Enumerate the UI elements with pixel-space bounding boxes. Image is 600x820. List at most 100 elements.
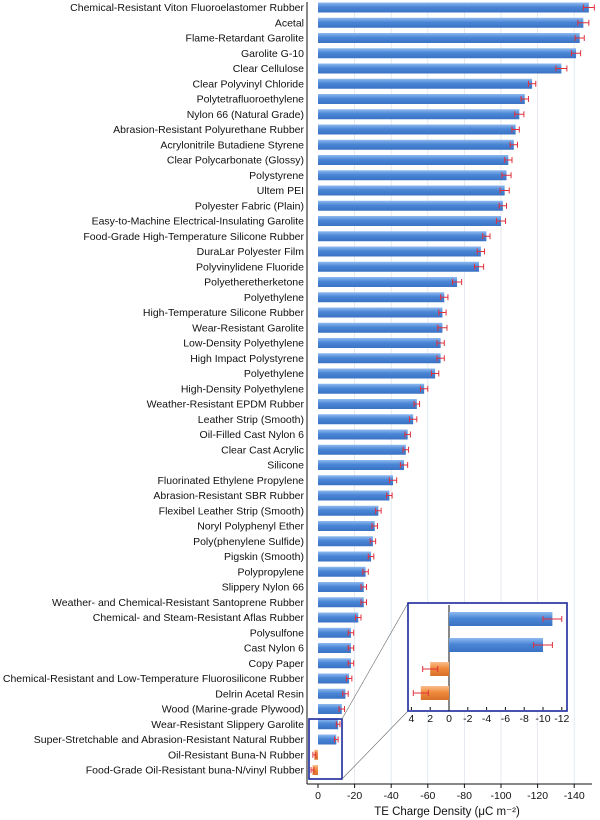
bar — [318, 444, 406, 455]
category-label: Copy Paper — [249, 658, 305, 670]
category-label: Food-Grade High-Temperature Silicone Rub… — [83, 231, 304, 243]
category-label: Oil-Filled Cast Nylon 6 — [200, 429, 305, 441]
category-label: Abrasion-Resistant SBR Rubber — [153, 490, 304, 502]
x-tick-label: -100 — [490, 790, 511, 802]
bar — [318, 704, 342, 714]
category-label: Polyester Fabric (Plain) — [195, 200, 304, 212]
category-label: Polyethylene — [244, 292, 304, 304]
bar — [318, 490, 390, 501]
bar — [318, 17, 584, 28]
bar — [318, 231, 487, 242]
bar — [318, 414, 414, 425]
bar — [318, 277, 458, 287]
category-label: Polytetrafluoroethylene — [197, 94, 305, 106]
x-tick-label: -80 — [457, 790, 472, 802]
inset-bar — [449, 612, 553, 626]
bar — [318, 688, 346, 699]
category-label: Garolite G-10 — [241, 48, 304, 60]
bar — [318, 33, 580, 43]
category-label: Polysulfone — [250, 627, 304, 639]
category-label: Wear-Resistant Garolite — [192, 322, 304, 334]
category-label: Wood (Marine-grade Plywood) — [162, 704, 304, 716]
category-label: Clear Cellulose — [233, 63, 304, 75]
bar — [318, 185, 505, 196]
bar — [318, 429, 408, 440]
category-label: Nylon 66 (Natural Grade) — [187, 109, 304, 121]
bar — [318, 612, 359, 623]
bar — [318, 94, 525, 104]
inset-x-tick-label: -2 — [463, 713, 472, 725]
category-label: Pigskin (Smooth) — [224, 551, 304, 563]
bar — [318, 2, 589, 13]
category-label: Food-Grade Oil-Resistant buna-N/vinyl Ru… — [86, 765, 305, 777]
category-label: Silicone — [267, 460, 304, 472]
category-label: Acetal — [275, 17, 304, 29]
category-label: Polyetheretherketone — [204, 277, 304, 289]
x-tick-label: 0 — [315, 790, 321, 802]
x-axis-title: TE Charge Density (μC m⁻²) — [374, 806, 520, 818]
x-axis: 0 -20 -40 -60 -80 -100 -120 -140 — [306, 2, 592, 802]
category-label: Ultem PEI — [257, 185, 304, 197]
inset-x-tick-label: -8 — [520, 713, 529, 725]
inset-bar — [430, 662, 449, 676]
bar — [318, 78, 533, 89]
bar — [318, 63, 562, 74]
bar — [318, 170, 507, 181]
bar — [318, 200, 503, 211]
bar — [318, 551, 372, 562]
category-label: Leather Strip (Smooth) — [198, 414, 304, 426]
bar — [318, 673, 350, 684]
category-label: Weather- and Chemical-Resistant Santopre… — [52, 597, 304, 609]
inset-x-tick-label: -12 — [554, 713, 569, 725]
bar — [318, 216, 501, 226]
category-label: Fluorinated Ethylene Propylene — [157, 475, 304, 487]
bar — [318, 505, 379, 516]
bar — [318, 658, 351, 669]
bar — [318, 353, 441, 364]
inset-bar — [420, 686, 449, 700]
zoom-region-box — [308, 718, 343, 780]
bar — [318, 155, 509, 165]
bar — [318, 383, 425, 394]
category-label: Easy-to-Machine Electrical-Insulating Ga… — [92, 216, 305, 228]
category-label: DuraLar Polyester Film — [197, 246, 305, 258]
bar — [318, 307, 443, 318]
category-label: Abrasion-Resistant Polyurethane Rubber — [113, 124, 304, 136]
bar — [318, 566, 366, 577]
bar — [318, 399, 417, 409]
category-label: Polyethylene — [244, 368, 304, 380]
category-label: Polystyrene — [249, 170, 304, 182]
category-label: High-Temperature Silicone Rubber — [143, 307, 305, 319]
bar — [318, 48, 577, 59]
category-label: Chemical-Resistant Viton Fluoroelastomer… — [70, 2, 304, 14]
bar — [318, 475, 394, 486]
inset-x-tick-label: 2 — [427, 713, 433, 725]
inset-x-tick-label: -4 — [482, 713, 491, 725]
bar — [318, 597, 364, 608]
inset-x-tick-label: -6 — [501, 713, 510, 725]
category-label: Wear-Resistant Slippery Garolite — [151, 719, 304, 731]
bar — [318, 582, 364, 592]
bar — [318, 627, 351, 638]
category-label: Clear Polyvinyl Chloride — [193, 78, 305, 90]
bar — [318, 292, 445, 303]
category-label: Chemical- and Steam-Resistant Aflas Rubb… — [93, 612, 305, 624]
category-label: Delrin Acetal Resin — [215, 688, 304, 700]
x-tick-label: -120 — [527, 790, 548, 802]
inset-bar — [449, 638, 543, 652]
bar — [312, 765, 318, 775]
category-label: Clear Polycarbonate (Glossy) — [167, 155, 304, 167]
bar — [318, 109, 520, 120]
category-label: Polypropylene — [237, 566, 304, 578]
category-label: Flexibel Leather Strip (Smooth) — [159, 505, 304, 517]
bar — [318, 536, 373, 547]
category-label: Clear Cast Acrylic — [221, 444, 304, 456]
category-label: Super-Stretchable and Abrasion-Resistant… — [34, 734, 305, 746]
bar — [318, 124, 516, 135]
connector-line — [341, 602, 409, 720]
bar — [318, 338, 441, 348]
bar — [318, 521, 375, 531]
category-label: Cast Nylon 6 — [244, 643, 304, 655]
category-label: Weather-Resistant EPDM Rubber — [147, 399, 305, 411]
